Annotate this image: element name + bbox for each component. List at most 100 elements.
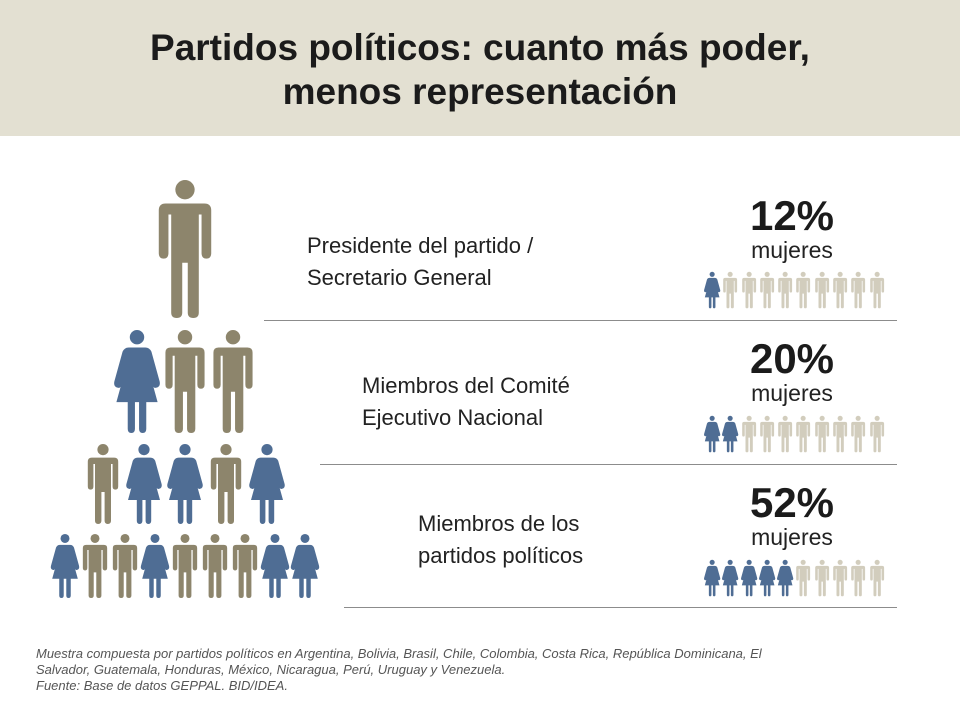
pyramid-man-icon — [158, 180, 212, 318]
title-band — [0, 0, 960, 136]
man-figure — [814, 271, 829, 309]
man-figure — [796, 271, 811, 309]
man-icon — [796, 271, 811, 309]
row-1-unit: mujeres — [751, 237, 833, 263]
woman-icon — [740, 559, 757, 597]
man-figure — [833, 559, 848, 597]
row-3-label: Miembros de los partidos políticos — [418, 508, 583, 572]
woman-figure — [704, 271, 721, 309]
man-icon — [741, 415, 756, 453]
row-2-unit: mujeres — [751, 380, 833, 406]
man-icon — [814, 271, 829, 309]
man-icon — [760, 271, 774, 309]
pyramid-woman-icon — [114, 330, 160, 433]
man-icon — [814, 559, 829, 597]
woman-figure — [704, 415, 721, 453]
row-3-divider — [344, 607, 897, 608]
man-figure — [869, 559, 884, 597]
pyramid-woman-icon — [249, 444, 285, 524]
woman-icon — [758, 559, 776, 597]
man-icon — [869, 271, 884, 309]
man-figure — [741, 415, 756, 453]
row-3-label-line-2: partidos políticos — [418, 543, 584, 568]
man-icon — [778, 271, 793, 309]
pyramid-man-icon — [213, 330, 253, 433]
row-2-divider — [320, 464, 897, 465]
man-figure — [796, 415, 811, 453]
man-icon — [869, 415, 884, 453]
footnote-line-3: Fuente: Base de datos GEPPAL. BID/IDEA. — [36, 678, 288, 693]
man-icon — [833, 415, 848, 453]
man-icon — [851, 559, 866, 597]
row-1-label: Presidente del partido / Secretario Gene… — [307, 230, 533, 294]
man-icon — [741, 271, 756, 309]
man-icon — [833, 559, 848, 597]
page-title: Partidos políticos: cuanto más poder, me… — [0, 26, 960, 114]
footnote: Muestra compuesta por partidos políticos… — [36, 646, 936, 694]
man-figure — [851, 415, 866, 453]
man-figure — [851, 271, 866, 309]
woman-figure — [740, 559, 757, 597]
pyramid-woman-icon — [260, 534, 290, 598]
woman-figure — [758, 559, 776, 597]
footnote-line-2: Salvador, Guatemala, Honduras, México, N… — [36, 662, 506, 677]
row-3-icon-strip — [703, 558, 886, 598]
pyramid-man-icon — [232, 534, 258, 598]
man-figure — [760, 271, 774, 309]
man-icon — [814, 415, 829, 453]
row-1-percentage: 12% — [749, 192, 835, 239]
man-icon — [869, 559, 884, 597]
woman-figure — [722, 415, 739, 453]
woman-icon — [777, 559, 794, 597]
man-figure — [851, 559, 866, 597]
pyramid-man-icon — [172, 534, 198, 598]
man-figure — [760, 415, 774, 453]
woman-figure — [722, 559, 739, 597]
row-2-label: Miembros del Comité Ejecutivo Nacional — [362, 370, 570, 434]
row-1-label-line-1: Presidente del partido / — [307, 233, 534, 258]
woman-figure — [777, 559, 794, 597]
pyramid-woman-icon — [126, 444, 162, 524]
row-3-unit: mujeres — [751, 524, 833, 550]
man-figure — [814, 559, 829, 597]
woman-icon — [704, 415, 721, 453]
man-icon — [851, 271, 866, 309]
man-icon — [851, 415, 866, 453]
man-icon — [796, 415, 811, 453]
row-3-label-line-1: Miembros de los — [418, 511, 580, 536]
man-figure — [723, 271, 738, 309]
row-2-label-line-1: Miembros del Comité — [362, 373, 570, 398]
man-figure — [741, 271, 756, 309]
row-1-divider — [264, 320, 897, 321]
pyramid-man-icon — [210, 444, 242, 524]
man-figure — [869, 415, 884, 453]
row-2-icon-strip — [703, 414, 886, 454]
pyramid-man-icon — [112, 534, 138, 598]
man-figure — [778, 271, 793, 309]
man-icon — [796, 559, 811, 597]
man-figure — [814, 415, 829, 453]
man-figure — [833, 415, 848, 453]
man-figure — [869, 271, 884, 309]
man-figure — [833, 271, 848, 309]
pyramid-woman-icon — [167, 444, 203, 524]
woman-icon — [722, 559, 739, 597]
woman-icon — [722, 415, 739, 453]
row-3-percentage: 52% — [749, 479, 835, 526]
title-line-2: menos representación — [282, 71, 678, 112]
pyramid-woman-icon — [140, 534, 170, 598]
woman-icon — [704, 271, 721, 309]
pyramid-man-icon — [165, 330, 205, 433]
title-line-1: Partidos políticos: cuanto más poder, — [150, 27, 810, 68]
row-1-icon-strip — [703, 270, 886, 310]
row-1-label-line-2: Secretario General — [307, 265, 492, 290]
man-figure — [778, 415, 793, 453]
man-icon — [760, 415, 774, 453]
pyramid-man-icon — [202, 534, 228, 598]
pyramid-man-icon — [87, 444, 119, 524]
man-icon — [723, 271, 738, 309]
pyramid-man-icon — [82, 534, 108, 598]
man-icon — [833, 271, 848, 309]
pyramid-woman-icon — [50, 534, 80, 598]
